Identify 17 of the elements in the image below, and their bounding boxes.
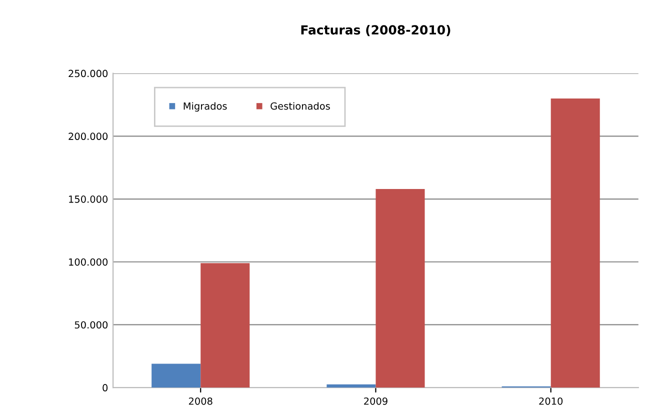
bar [200, 263, 250, 388]
y-tick-label: 100.000 [69, 258, 108, 266]
y-tick-label: 50.000 [74, 321, 108, 329]
chart-title: Facturas (2008-2010) [301, 24, 450, 36]
legend-label: Gestionados [270, 102, 330, 110]
bar [376, 188, 425, 388]
legend-label: Migrados [184, 102, 227, 112]
y-tick-label: 200.000 [68, 132, 108, 140]
bar [550, 98, 600, 388]
y-tick-label: 0 [102, 384, 108, 392]
x-tick-label: 2008 [188, 397, 212, 405]
bar [152, 364, 201, 388]
bar [326, 384, 376, 388]
x-tick-label: 2010 [539, 397, 563, 405]
x-tick-label: 2009 [364, 397, 388, 405]
y-tick-label: 150.000 [69, 196, 108, 203]
y-tick-label: 250.000 [68, 70, 108, 78]
